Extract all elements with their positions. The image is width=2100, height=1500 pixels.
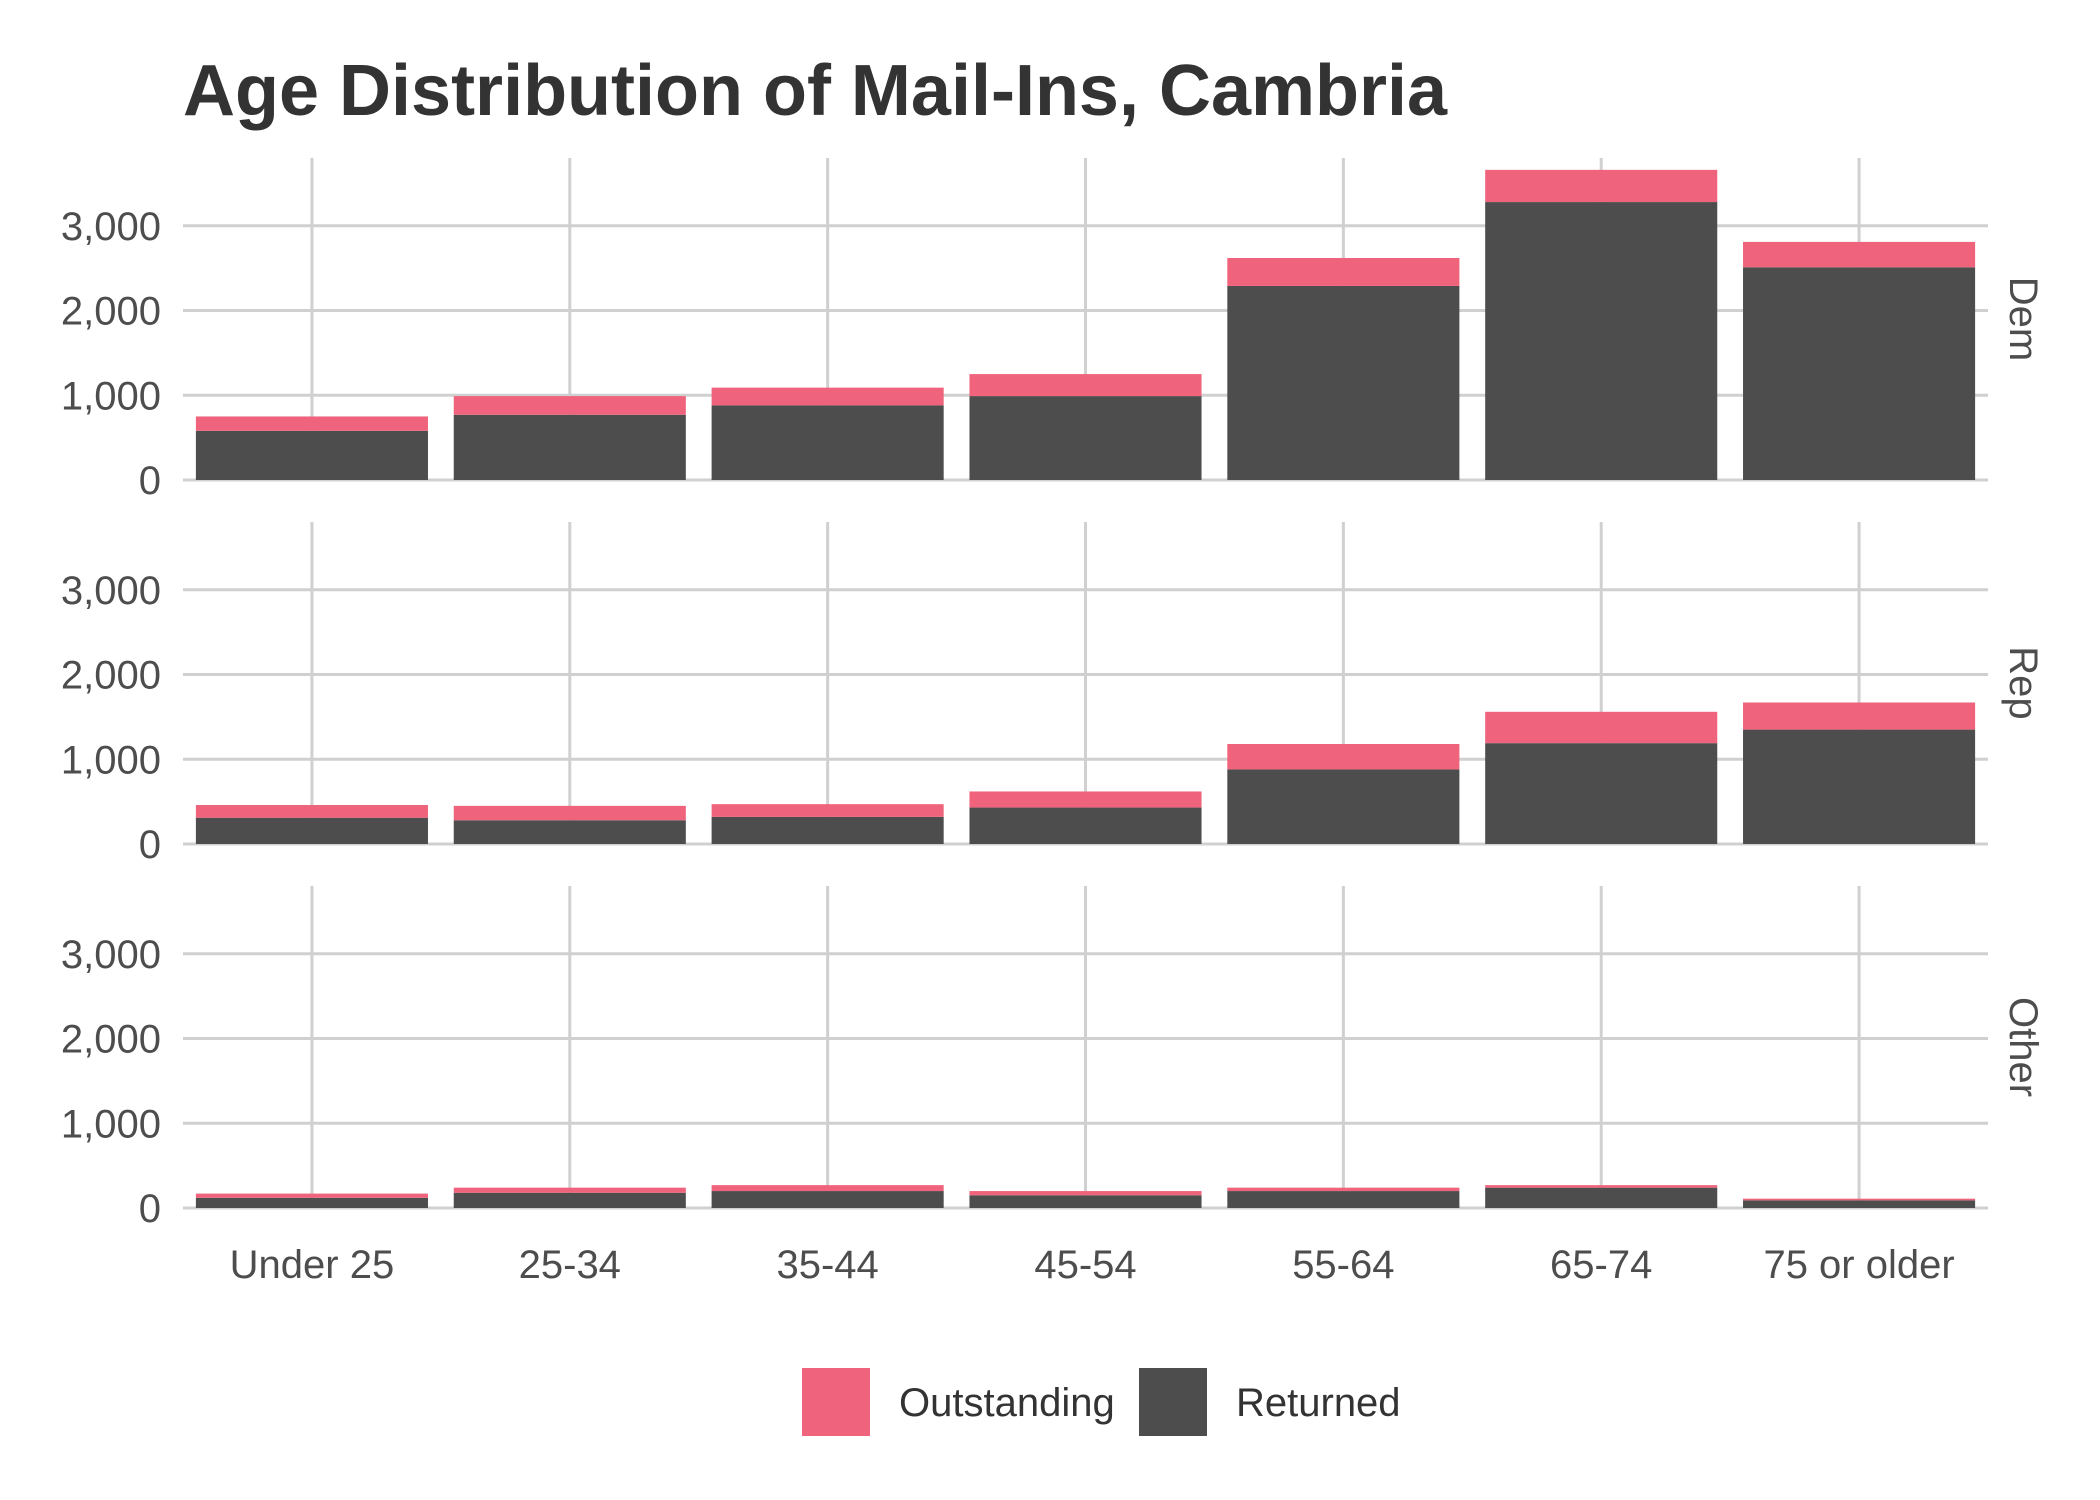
y-tick-label: 0 [139,1187,161,1231]
bar-returned [1743,729,1976,844]
bar-returned [195,430,428,480]
legend-item-returned: Returned [1139,1368,1401,1436]
bar-returned [1227,769,1460,844]
bar-returned [969,1195,1202,1208]
bar-returned [711,1191,944,1208]
bar-outstanding [1485,169,1718,203]
x-tick-label: 25-34 [519,1243,621,1287]
legend-item-outstanding: Outstanding [802,1368,1115,1436]
bar-outstanding [453,396,686,415]
y-tick-label: 3,000 [61,569,161,613]
legend: Outstanding Returned [802,1368,1401,1436]
bar-returned [1743,1200,1976,1208]
bar-outstanding [195,1193,428,1198]
facet-label: Rep [2001,646,2045,719]
bar-returned [1227,1191,1460,1208]
x-tick-label: 65-74 [1550,1243,1652,1287]
bar-returned [711,405,944,480]
bar-returned [195,817,428,844]
bar-returned [453,1192,686,1208]
bar-outstanding [1485,711,1718,744]
x-tick-label: 35-44 [776,1243,878,1287]
y-tick-label: 2,000 [61,1018,161,1062]
y-tick-label: 1,000 [61,1102,161,1146]
bar-returned [1485,743,1718,844]
bar-outstanding [1743,1198,1976,1201]
legend-swatch [1139,1368,1207,1436]
bar-outstanding [453,1187,686,1193]
y-tick-label: 0 [139,459,161,503]
bar-outstanding [969,1191,1202,1196]
bar-outstanding [711,804,944,817]
bar-outstanding [195,416,428,431]
bar-returned [969,807,1202,844]
bar-returned [195,1197,428,1208]
bar-outstanding [453,805,686,821]
x-tick-label: 75 or older [1763,1243,1954,1287]
facet-label: Dem [2001,277,2045,361]
bar-outstanding [1485,1185,1718,1188]
bar-outstanding [1743,241,1976,268]
bar-outstanding [1227,1187,1460,1192]
y-tick-label: 0 [139,823,161,867]
legend-label: Returned [1236,1381,1401,1425]
bar-outstanding [1227,257,1460,286]
y-tick-label: 1,000 [61,374,161,418]
bar-outstanding [711,387,944,406]
bar-returned [453,414,686,480]
bar-returned [1227,285,1460,480]
chart-panels: 0 1,000 2,000 3,000 Dem 0 1,000 2,000 3,000 Rep 0 1… [61,158,2045,1231]
bar-returned [711,816,944,844]
bar-outstanding [711,1185,944,1192]
chart-title: Age Distribution of Mail-Ins, Cambria [183,51,1448,131]
x-tick-label: 45-54 [1034,1243,1136,1287]
bar-returned [1485,202,1718,480]
bar-outstanding [195,805,428,818]
legend-label: Outstanding [899,1381,1115,1425]
bar-returned [453,820,686,844]
panel-other: 0 1,000 2,000 3,000 Other [61,886,2045,1231]
y-tick-label: 2,000 [61,290,161,334]
y-tick-label: 2,000 [61,654,161,698]
y-tick-label: 3,000 [61,205,161,249]
facet-label: Other [2001,997,2045,1097]
y-tick-label: 3,000 [61,933,161,977]
bar-outstanding [969,791,1202,808]
y-tick-label: 1,000 [61,738,161,782]
bar-outstanding [1227,744,1460,770]
panel-dem: 0 1,000 2,000 3,000 Dem [61,158,2045,503]
x-axis: Under 25 25-34 35-44 45-54 55-64 65-74 75 or o… [230,1243,1955,1287]
panel-rep: 0 1,000 2,000 3,000 Rep [61,522,2045,867]
bar-returned [1485,1187,1718,1208]
x-tick-label: 55-64 [1292,1243,1394,1287]
bar-outstanding [969,374,1202,397]
bar-outstanding [1743,702,1976,730]
bar-returned [1743,267,1976,480]
legend-swatch [802,1368,870,1436]
x-tick-label: Under 25 [230,1243,395,1287]
bar-returned [969,396,1202,480]
